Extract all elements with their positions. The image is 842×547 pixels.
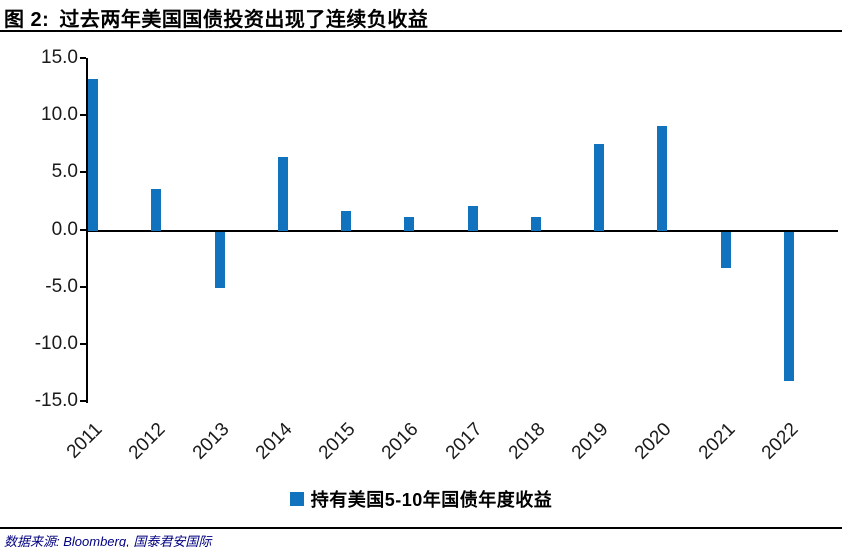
x-axis-tick-label: 2016 (378, 418, 423, 464)
bar-2019 (594, 144, 605, 232)
y-axis-tick-mark (80, 57, 86, 59)
source-note: 数据来源: Bloomberg, 国泰君安国际 (4, 534, 212, 547)
bar-2012 (151, 188, 162, 232)
y-axis-tick-label: 0.0 (51, 218, 78, 240)
y-axis-tick-mark (80, 228, 86, 231)
x-axis-tick-label: 2022 (757, 418, 803, 464)
chart-legend: 持有美国5-10年国债年度收益 (0, 486, 842, 512)
x-axis-tick-label: 2019 (567, 418, 613, 464)
bar-2020 (657, 125, 668, 232)
bar-2016 (404, 217, 415, 232)
title-divider (0, 30, 842, 32)
y-axis-tick-label: 10.0 (41, 104, 78, 126)
legend-swatch-icon (289, 492, 304, 506)
bar-2014 (277, 156, 288, 232)
bar-2018 (530, 217, 541, 232)
x-axis-tick-label: 2013 (188, 418, 234, 464)
footer-divider (0, 527, 842, 529)
bar-2015 (341, 210, 352, 232)
figure-label: 图 2: (4, 9, 50, 31)
bar-2022 (783, 232, 794, 381)
y-axis-tick-label: 5.0 (51, 161, 78, 183)
x-axis-tick-label: 2015 (314, 418, 360, 464)
x-axis-tick-label: 2014 (251, 418, 297, 464)
y-axis-tick-label: -10.0 (34, 333, 78, 354)
bar-2011 (88, 79, 98, 232)
y-axis-tick-mark (80, 343, 86, 345)
y-axis-tick-mark (80, 171, 86, 174)
x-axis-tick-label: 2021 (694, 418, 740, 464)
figure-title-text: 过去两年美国国债投资出现了连续负收益 (59, 9, 429, 31)
bar-2013 (214, 232, 225, 289)
y-axis-tick-mark (80, 114, 86, 117)
x-axis-tick-label: 2020 (631, 418, 676, 464)
figure-title: 图 2: 过去两年美国国债投资出现了连续负收益 (4, 3, 428, 32)
x-axis-tick-label: 2011 (62, 418, 107, 463)
y-axis-tick-label: -5.0 (45, 275, 78, 297)
x-axis-tick-label: 2017 (441, 418, 487, 464)
x-axis-tick-label: 2012 (125, 418, 170, 464)
zero-baseline (86, 230, 838, 233)
y-axis-tick-mark (80, 285, 86, 288)
y-axis-tick-label: 15.0 (41, 47, 78, 68)
bar-2017 (467, 206, 478, 232)
x-axis-tick-label: 2018 (504, 418, 550, 464)
bar-2021 (720, 232, 731, 268)
legend-label: 持有美国5-10年国债年度收益 (310, 490, 553, 510)
y-axis-tick-label: -15.0 (34, 390, 78, 412)
y-axis-tick-mark (80, 400, 86, 403)
